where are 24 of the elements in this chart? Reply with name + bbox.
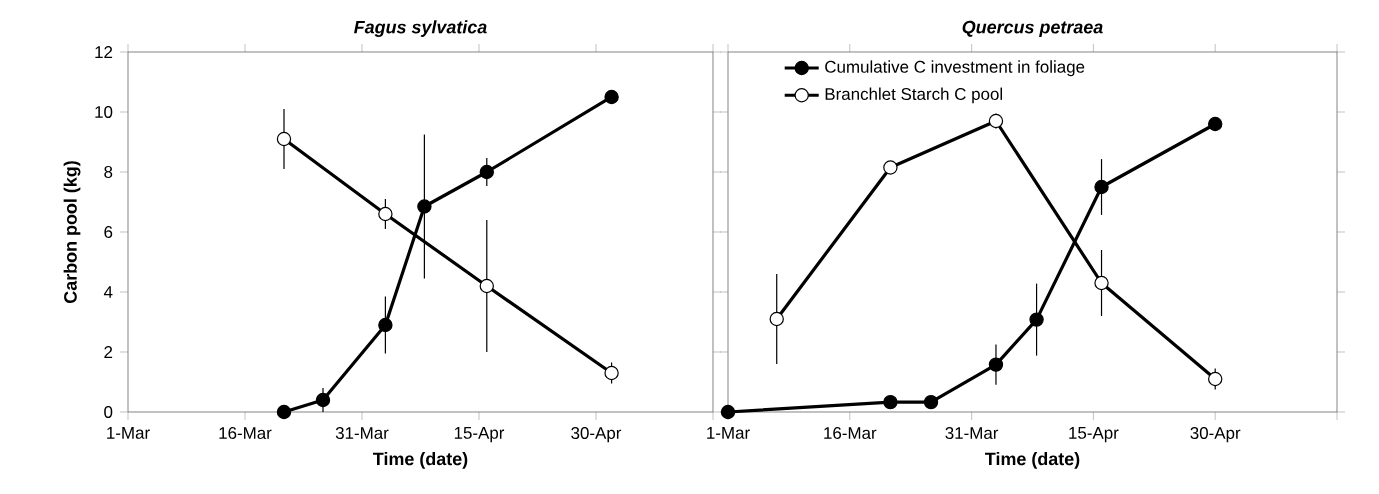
x-tick-label: 1-Mar <box>107 427 150 439</box>
x-tick-label: 31-Mar <box>945 427 999 440</box>
x-tick-label: 31-Mar <box>335 427 389 440</box>
x-tick-label: 16-Mar <box>824 427 877 440</box>
chart-title: Quercus petraea <box>962 20 1103 37</box>
y-tick-label: 2 <box>104 346 113 358</box>
legend-label: Cumulative C investment in foliage <box>825 60 1085 77</box>
legend-label: Branchlet Starch C pool <box>825 87 1002 104</box>
x-axis-title: Time (date) <box>373 452 468 469</box>
x-tick-label: 15-Apr <box>454 427 505 443</box>
x-tick-label: 30-Apr <box>571 427 622 443</box>
y-tick-label: 6 <box>104 226 113 238</box>
y-tick-label: 12 <box>95 46 113 58</box>
y-tick-label: 8 <box>104 166 113 178</box>
x-tick-label: 16-Mar <box>219 427 272 440</box>
y-tick-label: 4 <box>103 286 113 298</box>
y-tick-label: 10 <box>95 106 113 118</box>
x-tick-label: 30-Apr <box>1190 427 1241 443</box>
y-tick-label: 0 <box>104 406 113 418</box>
x-tick-label: 1-Mar <box>707 427 750 439</box>
x-axis-title: Time (date) <box>985 452 1080 469</box>
chart-title: Fagus sylvatica <box>354 20 487 37</box>
y-axis-title: Carbon pool (kg) <box>63 161 81 303</box>
x-tick-label: 15-Apr <box>1069 427 1119 443</box>
